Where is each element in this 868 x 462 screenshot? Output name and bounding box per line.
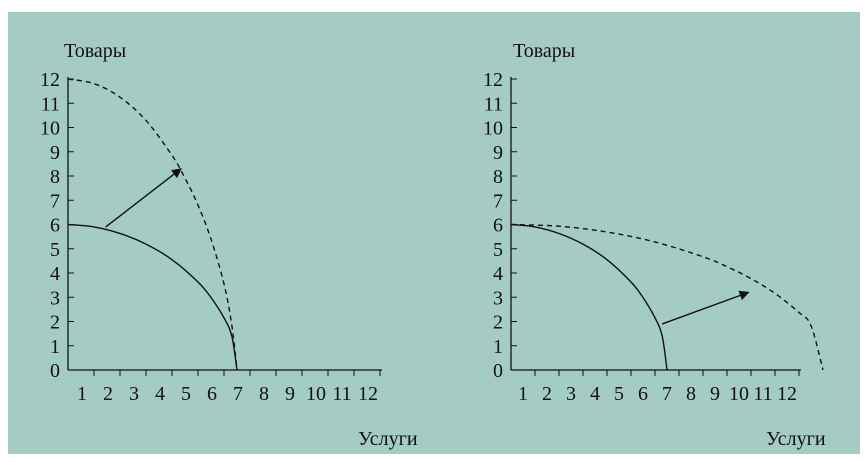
x-tick-label: 5: [181, 383, 191, 405]
x-tick-label: 11: [332, 383, 351, 405]
shift-arrow: [105, 168, 182, 228]
y-tick-label: 12: [40, 69, 60, 91]
x-tick-label: 11: [753, 383, 772, 405]
shift-arrow: [661, 290, 750, 325]
x-tick-label: 6: [638, 383, 648, 405]
y-tick-label: 0: [50, 360, 60, 382]
x-tick-label: 8: [686, 383, 696, 405]
ppf-original-curve: [510, 223, 668, 371]
x-tick-label: 7: [233, 383, 243, 405]
x-tick-label: 2: [542, 383, 552, 405]
x-tick-label: 2: [103, 383, 113, 405]
y-tick-label: 11: [484, 93, 503, 115]
y-tick-label: 1: [493, 336, 503, 358]
y-tick-label: 7: [493, 190, 503, 212]
panel-background: [8, 12, 860, 454]
y-tick-label: 5: [50, 239, 60, 261]
x-tick-label: 8: [259, 383, 269, 405]
y-tick-label: 6: [50, 215, 60, 237]
ppf-new-curve: [67, 78, 238, 371]
x-tick-label: 10: [306, 383, 326, 405]
y-tick-label: 10: [483, 118, 503, 140]
x-tick-label: 4: [155, 383, 165, 405]
y-tick-label: 8: [493, 166, 503, 188]
x-tick-label: 9: [285, 383, 295, 405]
y-tick-label: 4: [50, 263, 60, 285]
x-axis-label: Услуги: [766, 428, 826, 450]
y-tick-label: 7: [50, 190, 60, 212]
y-tick-label: 4: [493, 263, 503, 285]
x-tick-label: 5: [614, 383, 624, 405]
y-axis-label: Товары: [64, 40, 126, 62]
x-tick-label: 1: [77, 383, 87, 405]
y-tick-label: 11: [41, 93, 60, 115]
y-tick-label: 0: [493, 360, 503, 382]
y-tick-label: 5: [493, 239, 503, 261]
y-axis-label: Товары: [513, 40, 575, 62]
y-tick-label: 6: [493, 215, 503, 237]
y-tick-label: 3: [493, 287, 503, 309]
y-tick-label: 10: [40, 118, 60, 140]
ppf-original-curve: [67, 223, 238, 371]
y-tick-label: 9: [50, 142, 60, 164]
ppf-new-curve: [510, 223, 824, 371]
x-tick-label: 9: [710, 383, 720, 405]
y-tick-label: 3: [50, 287, 60, 309]
x-tick-label: 12: [777, 383, 797, 405]
x-tick-label: 7: [662, 383, 672, 405]
x-tick-label: 3: [129, 383, 139, 405]
y-tick-label: 2: [493, 312, 503, 334]
y-tick-label: 2: [50, 312, 60, 334]
x-tick-label: 3: [566, 383, 576, 405]
x-tick-label: 10: [729, 383, 749, 405]
x-axis-label: Услуги: [358, 428, 418, 450]
x-tick-label: 6: [207, 383, 217, 405]
x-tick-label: 12: [358, 383, 378, 405]
y-tick-label: 12: [483, 69, 503, 91]
x-tick-label: 4: [590, 383, 600, 405]
y-tick-label: 9: [493, 142, 503, 164]
y-tick-label: 1: [50, 336, 60, 358]
x-tick-label: 1: [518, 383, 528, 405]
y-tick-label: 8: [50, 166, 60, 188]
